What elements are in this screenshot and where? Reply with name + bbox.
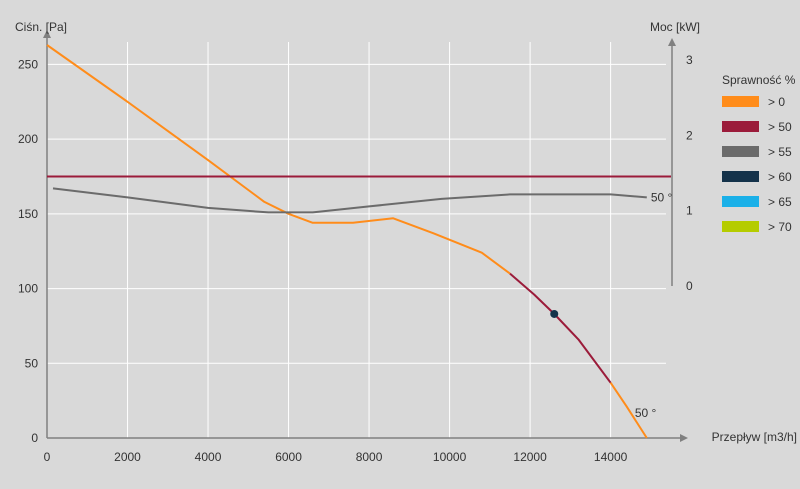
legend-swatch — [722, 146, 759, 157]
legend-entry-label: > 65 — [768, 195, 792, 209]
legend-swatch — [722, 121, 759, 132]
x-axis-label: Przepływ [m3/h] — [712, 430, 797, 444]
x-tick-label: 2000 — [114, 450, 141, 464]
curve-annotation: 50 ° — [651, 190, 673, 204]
y-left-tick-label: 100 — [18, 282, 38, 296]
x-tick-label: 8000 — [356, 450, 383, 464]
pressure-curve-segment — [609, 382, 648, 439]
y-left-tick-label: 50 — [25, 356, 39, 370]
axes: 0 2000 4000 6000 8000 10000 12000 1400005010015… — [18, 30, 693, 464]
y-right-axis-label: Moc [kW] — [650, 20, 700, 34]
operating-point — [550, 309, 559, 318]
legend-entry-label: > 0 — [768, 95, 785, 109]
y-left-tick-label: 250 — [18, 57, 38, 71]
pressure-curve-segment — [46, 44, 511, 275]
power-curve — [52, 187, 647, 214]
x-tick-label: 12000 — [513, 450, 547, 464]
legend: Sprawność % > 0 > 50 > 55 > 60 > 65 > 70 — [722, 73, 796, 234]
y-right-tick-label: 2 — [686, 128, 693, 142]
y-right-tick-label: 3 — [686, 53, 693, 67]
y-left-tick-label: 0 — [31, 431, 38, 445]
series-layer — [46, 44, 671, 439]
legend-entry-label: > 55 — [768, 145, 792, 159]
y-left-tick-label: 150 — [18, 207, 38, 221]
legend-entry-label: > 70 — [768, 220, 792, 234]
legend-entry-label: > 50 — [768, 120, 792, 134]
x-tick-label: 4000 — [195, 450, 222, 464]
y-left-axis-label: Ciśn. [Pa] — [15, 20, 67, 34]
legend-swatch — [722, 221, 759, 232]
legend-swatch — [722, 196, 759, 207]
x-axis-arrow — [680, 434, 688, 442]
x-tick-label: 6000 — [275, 450, 302, 464]
legend-swatch — [722, 96, 759, 107]
y-left-tick-label: 200 — [18, 132, 38, 146]
x-tick-label: 0 — [44, 450, 51, 464]
legend-title: Sprawność % — [722, 73, 796, 87]
legend-swatch — [722, 171, 759, 182]
curve-annotation: 50 ° — [635, 406, 657, 420]
x-tick-label: 14000 — [594, 450, 628, 464]
y-right-tick-label: 1 — [686, 204, 693, 218]
y-left-axis-arrow — [43, 30, 51, 38]
x-tick-label: 10000 — [433, 450, 467, 464]
y-right-tick-label: 0 — [686, 279, 693, 293]
annotations-layer: 50 ° 50 ° — [635, 190, 673, 420]
y-right-axis-arrow — [668, 38, 676, 46]
legend-entry-label: > 60 — [768, 170, 792, 184]
